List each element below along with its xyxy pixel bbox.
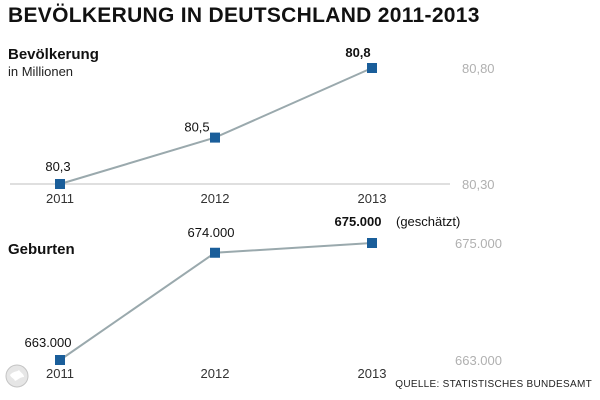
population-data-label: 80,8 (345, 45, 370, 60)
population-data-point (210, 132, 220, 143)
births-x-tick-label: 2012 (201, 366, 230, 381)
population-x-tick-label: 2011 (46, 191, 74, 206)
births-data-label: 663.000 (25, 335, 72, 350)
population-reference-label: 80,30 (462, 177, 495, 192)
population-chart-title: Bevölkerung (8, 46, 99, 63)
population-x-tick-label: 2013 (358, 191, 387, 206)
population-data-label: 80,3 (45, 159, 70, 174)
population-data-point (367, 63, 377, 73)
globe-logo-icon (5, 364, 29, 388)
births-chart-title: Geburten (8, 241, 75, 258)
population-series-line (59, 67, 373, 185)
births-data-label: 674.000 (188, 225, 235, 240)
births-data-label: 675.000 (335, 214, 382, 229)
page-title: BEVÖLKERUNG IN DEUTSCHLAND 2011-2013 (8, 4, 480, 27)
births-annotation: (geschätzt) (396, 214, 460, 229)
population-data-point (55, 179, 65, 189)
population-data-label: 80,5 (184, 120, 209, 135)
births-x-tick-label: 2011 (46, 366, 74, 381)
births-data-point (367, 238, 377, 248)
population-chart-subtitle: in Millionen (8, 64, 74, 79)
population-x-tick-label: 2012 (201, 191, 230, 206)
source-note: QUELLE: STATISTISCHES BUNDESAMT (395, 379, 592, 390)
births-reference-label: 663.000 (455, 353, 502, 368)
births-data-point (210, 247, 220, 258)
births-data-point (55, 355, 65, 365)
population-reference-label: 80,80 (462, 61, 495, 76)
births-x-tick-label: 2013 (358, 366, 387, 381)
births-series-line (59, 242, 373, 361)
births-reference-label: 675.000 (455, 236, 502, 251)
